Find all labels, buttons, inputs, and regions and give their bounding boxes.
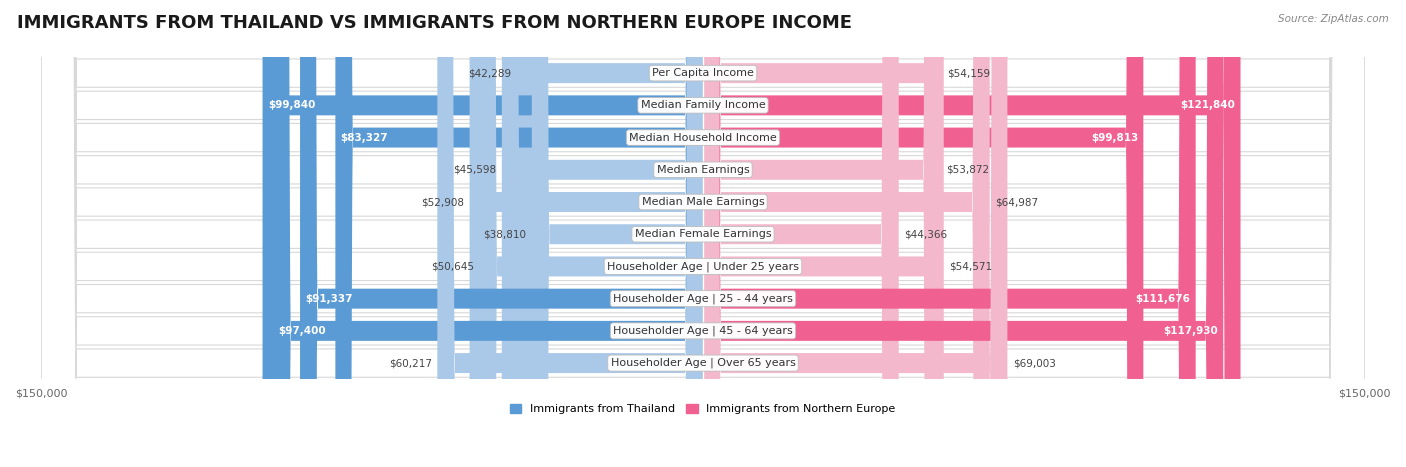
Text: Median Female Earnings: Median Female Earnings (634, 229, 772, 239)
Text: $117,930: $117,930 (1163, 326, 1218, 336)
FancyBboxPatch shape (703, 0, 1240, 467)
Text: $91,337: $91,337 (305, 294, 353, 304)
FancyBboxPatch shape (703, 0, 941, 467)
FancyBboxPatch shape (703, 0, 943, 467)
FancyBboxPatch shape (41, 0, 1365, 467)
Text: Householder Age | 45 - 64 years: Householder Age | 45 - 64 years (613, 325, 793, 336)
Legend: Immigrants from Thailand, Immigrants from Northern Europe: Immigrants from Thailand, Immigrants fro… (506, 400, 900, 419)
FancyBboxPatch shape (41, 0, 1365, 467)
FancyBboxPatch shape (470, 0, 703, 467)
FancyBboxPatch shape (703, 0, 1223, 467)
Text: Median Earnings: Median Earnings (657, 165, 749, 175)
FancyBboxPatch shape (502, 0, 703, 467)
Text: $38,810: $38,810 (484, 229, 526, 239)
Text: $121,840: $121,840 (1181, 100, 1236, 110)
FancyBboxPatch shape (703, 0, 1143, 467)
FancyBboxPatch shape (531, 0, 703, 467)
FancyBboxPatch shape (703, 0, 898, 467)
Text: $83,327: $83,327 (340, 133, 388, 142)
FancyBboxPatch shape (479, 0, 703, 467)
FancyBboxPatch shape (41, 0, 1365, 467)
Text: Median Household Income: Median Household Income (628, 133, 778, 142)
Text: $53,872: $53,872 (946, 165, 988, 175)
FancyBboxPatch shape (516, 0, 703, 467)
Text: $44,366: $44,366 (904, 229, 948, 239)
Text: $42,289: $42,289 (468, 68, 512, 78)
Text: Householder Age | 25 - 44 years: Householder Age | 25 - 44 years (613, 293, 793, 304)
Text: $54,159: $54,159 (948, 68, 990, 78)
Text: Householder Age | Under 25 years: Householder Age | Under 25 years (607, 261, 799, 272)
Text: Median Male Earnings: Median Male Earnings (641, 197, 765, 207)
FancyBboxPatch shape (703, 0, 1195, 467)
Text: $60,217: $60,217 (389, 358, 432, 368)
FancyBboxPatch shape (41, 0, 1365, 467)
Text: Householder Age | Over 65 years: Householder Age | Over 65 years (610, 358, 796, 368)
FancyBboxPatch shape (41, 0, 1365, 467)
FancyBboxPatch shape (41, 0, 1365, 467)
FancyBboxPatch shape (437, 0, 703, 467)
Text: $64,987: $64,987 (995, 197, 1038, 207)
Text: $52,908: $52,908 (422, 197, 464, 207)
FancyBboxPatch shape (41, 0, 1365, 467)
FancyBboxPatch shape (299, 0, 703, 467)
Text: $111,676: $111,676 (1136, 294, 1191, 304)
Text: Per Capita Income: Per Capita Income (652, 68, 754, 78)
FancyBboxPatch shape (703, 0, 1008, 467)
Text: Source: ZipAtlas.com: Source: ZipAtlas.com (1278, 14, 1389, 24)
FancyBboxPatch shape (41, 0, 1365, 467)
FancyBboxPatch shape (41, 0, 1365, 467)
Text: $45,598: $45,598 (453, 165, 496, 175)
Text: $99,840: $99,840 (267, 100, 315, 110)
Text: $69,003: $69,003 (1012, 358, 1056, 368)
FancyBboxPatch shape (263, 0, 703, 467)
Text: $99,813: $99,813 (1091, 133, 1137, 142)
Text: Median Family Income: Median Family Income (641, 100, 765, 110)
FancyBboxPatch shape (703, 0, 990, 467)
Text: $50,645: $50,645 (432, 262, 474, 271)
FancyBboxPatch shape (336, 0, 703, 467)
FancyBboxPatch shape (703, 0, 942, 467)
FancyBboxPatch shape (273, 0, 703, 467)
Text: $54,571: $54,571 (949, 262, 993, 271)
FancyBboxPatch shape (41, 0, 1365, 467)
Text: IMMIGRANTS FROM THAILAND VS IMMIGRANTS FROM NORTHERN EUROPE INCOME: IMMIGRANTS FROM THAILAND VS IMMIGRANTS F… (17, 14, 852, 32)
Text: $97,400: $97,400 (278, 326, 326, 336)
